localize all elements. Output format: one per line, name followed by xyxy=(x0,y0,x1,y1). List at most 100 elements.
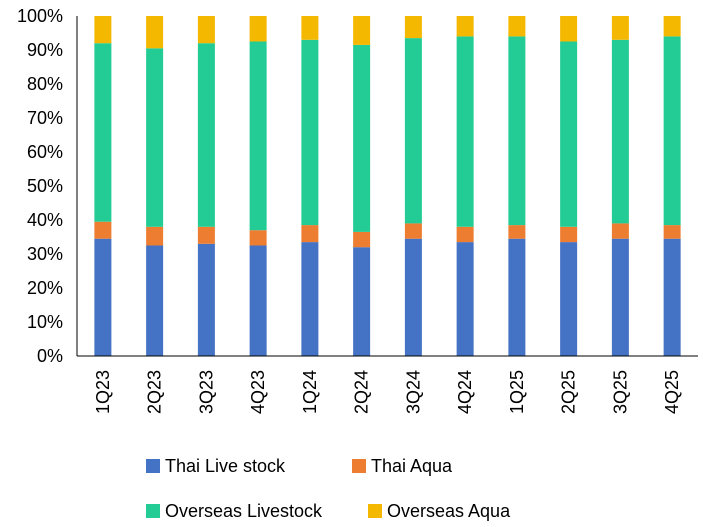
bar-segment-3Q23-series-0 xyxy=(197,243,215,356)
x-tick-label: 3Q24 xyxy=(403,370,423,414)
bar-segment-4Q24-series-2 xyxy=(456,36,474,227)
bar-segment-2Q23-series-2 xyxy=(146,48,164,227)
bar-stack-2Q23 xyxy=(146,16,164,356)
bar-segment-4Q23-series-3 xyxy=(249,16,267,42)
bar-stack-3Q24 xyxy=(404,16,422,356)
bar-stack-1Q23 xyxy=(94,16,112,356)
bar-segment-3Q25-series-3 xyxy=(611,16,629,40)
x-tick-label: 4Q23 xyxy=(248,370,268,414)
bar-segment-4Q24-series-1 xyxy=(456,226,474,243)
y-tick-label: 0% xyxy=(37,346,63,366)
bar-segment-1Q24-series-1 xyxy=(301,225,319,243)
bar-stack-3Q23 xyxy=(197,16,215,356)
legend-swatch xyxy=(146,459,160,473)
bar-segment-2Q25-series-2 xyxy=(560,41,578,227)
x-tick-label: 1Q23 xyxy=(93,370,113,414)
bar-segment-4Q25-series-3 xyxy=(663,16,681,37)
y-tick-label: 70% xyxy=(27,108,63,128)
bar-segment-2Q24-series-2 xyxy=(353,44,371,232)
y-axis: 0% 10% 20% 30% 40% 50% 60% 70% 80% 90% 100% xyxy=(17,6,78,366)
bar-stack-1Q24 xyxy=(301,16,319,356)
bar-segment-2Q24-series-1 xyxy=(353,231,371,248)
bar-segment-1Q24-series-3 xyxy=(301,16,319,40)
bar-segment-3Q24-series-0 xyxy=(404,238,422,356)
legend: Thai Live stock Thai Aqua Overseas Livesto… xyxy=(146,456,511,521)
bar-segment-2Q25-series-3 xyxy=(560,16,578,42)
y-tick-label: 100% xyxy=(17,6,63,26)
legend-label: Thai Live stock xyxy=(165,456,286,476)
bar-segment-3Q25-series-0 xyxy=(611,238,629,356)
bar-segment-3Q23-series-2 xyxy=(197,43,215,227)
bar-segment-1Q23-series-1 xyxy=(94,221,112,239)
bar-segment-2Q25-series-1 xyxy=(560,226,578,243)
y-tick-label: 10% xyxy=(27,312,63,332)
x-tick-label: 3Q23 xyxy=(196,370,216,414)
bar-segment-3Q25-series-1 xyxy=(611,223,629,239)
legend-label: Overseas Aqua xyxy=(387,501,511,521)
bar-segment-4Q25-series-0 xyxy=(663,238,681,356)
bar-segment-3Q24-series-1 xyxy=(404,223,422,239)
legend-item: Thai Aqua xyxy=(352,456,453,476)
bar-segment-1Q25-series-1 xyxy=(508,225,526,239)
bar-segment-4Q25-series-1 xyxy=(663,225,681,239)
bar-segment-2Q23-series-1 xyxy=(146,226,164,246)
y-tick-label: 30% xyxy=(27,244,63,264)
bar-stack-2Q24 xyxy=(353,16,371,356)
bar-stack-4Q24 xyxy=(456,16,474,356)
bar-segment-1Q24-series-0 xyxy=(301,242,319,356)
bar-segment-1Q25-series-3 xyxy=(508,16,526,37)
bar-stack-4Q25 xyxy=(663,16,681,356)
bar-segment-4Q24-series-3 xyxy=(456,16,474,37)
bar-segment-3Q25-series-2 xyxy=(611,39,629,224)
bar-segment-4Q25-series-2 xyxy=(663,36,681,226)
bars-layer xyxy=(94,16,681,356)
bar-segment-1Q25-series-0 xyxy=(508,238,526,356)
bar-stack-3Q25 xyxy=(611,16,629,356)
x-tick-label: 2Q23 xyxy=(145,370,165,414)
bar-stack-1Q25 xyxy=(508,16,526,356)
y-tick-label: 50% xyxy=(27,176,63,196)
legend-item: Overseas Livestock xyxy=(146,501,323,521)
x-axis: 1Q23 2Q23 3Q23 4Q23 1Q24 2Q24 3Q24 4Q24 1Q25 2Q25… xyxy=(77,355,698,414)
bar-stack-4Q23 xyxy=(249,16,267,356)
x-tick-label: 4Q25 xyxy=(662,370,682,414)
x-tick-label: 4Q24 xyxy=(455,370,475,414)
bar-segment-2Q23-series-3 xyxy=(146,16,164,49)
bar-segment-3Q23-series-3 xyxy=(197,16,215,44)
bar-segment-1Q23-series-3 xyxy=(94,16,112,44)
y-tick-label: 20% xyxy=(27,278,63,298)
bar-segment-1Q24-series-2 xyxy=(301,39,319,226)
bar-segment-2Q25-series-0 xyxy=(560,242,578,356)
bar-stack-2Q25 xyxy=(560,16,578,356)
x-tick-label: 2Q24 xyxy=(352,370,372,414)
bar-segment-2Q24-series-0 xyxy=(353,247,371,356)
legend-label: Thai Aqua xyxy=(371,456,453,476)
bar-segment-3Q23-series-1 xyxy=(197,226,215,244)
y-tick-label: 90% xyxy=(27,40,63,60)
bar-segment-1Q23-series-0 xyxy=(94,238,112,356)
legend-swatch xyxy=(352,459,366,473)
legend-swatch xyxy=(146,504,160,518)
legend-swatch xyxy=(368,504,382,518)
bar-segment-3Q24-series-3 xyxy=(404,16,422,39)
bar-segment-1Q23-series-2 xyxy=(94,43,112,222)
bar-segment-4Q23-series-0 xyxy=(249,245,267,356)
bar-segment-3Q24-series-2 xyxy=(404,38,422,224)
bar-segment-2Q23-series-0 xyxy=(146,245,164,356)
y-tick-label: 40% xyxy=(27,210,63,230)
bar-segment-1Q25-series-2 xyxy=(508,36,526,226)
x-tick-label: 1Q25 xyxy=(507,370,527,414)
legend-label: Overseas Livestock xyxy=(165,501,323,521)
bar-segment-4Q23-series-1 xyxy=(249,230,267,246)
legend-item: Thai Live stock xyxy=(146,456,286,476)
legend-item: Overseas Aqua xyxy=(368,501,511,521)
bar-segment-4Q24-series-0 xyxy=(456,242,474,356)
bar-segment-4Q23-series-2 xyxy=(249,41,267,231)
x-tick-label: 1Q24 xyxy=(300,370,320,414)
y-tick-label: 80% xyxy=(27,74,63,94)
y-tick-label: 60% xyxy=(27,142,63,162)
x-tick-label: 3Q25 xyxy=(610,370,630,414)
bar-segment-2Q24-series-3 xyxy=(353,16,371,45)
